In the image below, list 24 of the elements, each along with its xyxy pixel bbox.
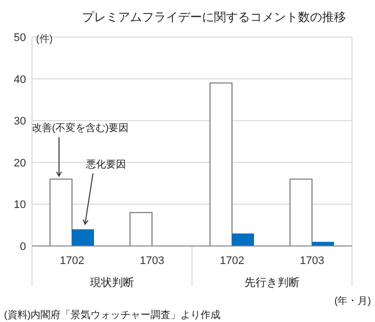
bar (210, 82, 232, 246)
x-tick-label: 1702 (220, 255, 244, 267)
y-tick-label: 30 (14, 116, 26, 128)
x-tick-label: 1703 (140, 255, 164, 267)
text: 改善(不変を含む)要因 (32, 122, 129, 134)
bar (232, 233, 254, 246)
text: 悪化要因 (85, 158, 126, 170)
bar (72, 229, 94, 246)
y-tick-label: 40 (14, 74, 26, 86)
y-tick-label: 0 (20, 241, 26, 253)
text: 現状判断 (90, 276, 134, 289)
y-axis-title: (件) (36, 34, 53, 45)
y-tick-label: 10 (14, 199, 26, 212)
text: 先行き判断 (244, 276, 300, 289)
y-tick-label: 20 (14, 157, 26, 170)
bar (130, 212, 152, 246)
x-tick-label: 1702 (60, 255, 84, 267)
chart-title: プレミアムフライデーに関するコメント数の推移 (82, 10, 346, 24)
text: (年・月) (334, 295, 371, 307)
x-tick-label: 1703 (300, 255, 324, 267)
bar (50, 178, 72, 246)
text: (資料)内閣府「景気ウォッチャー調査」より作成 (4, 309, 221, 321)
y-tick-label: 50 (14, 32, 26, 44)
bar (290, 178, 312, 246)
